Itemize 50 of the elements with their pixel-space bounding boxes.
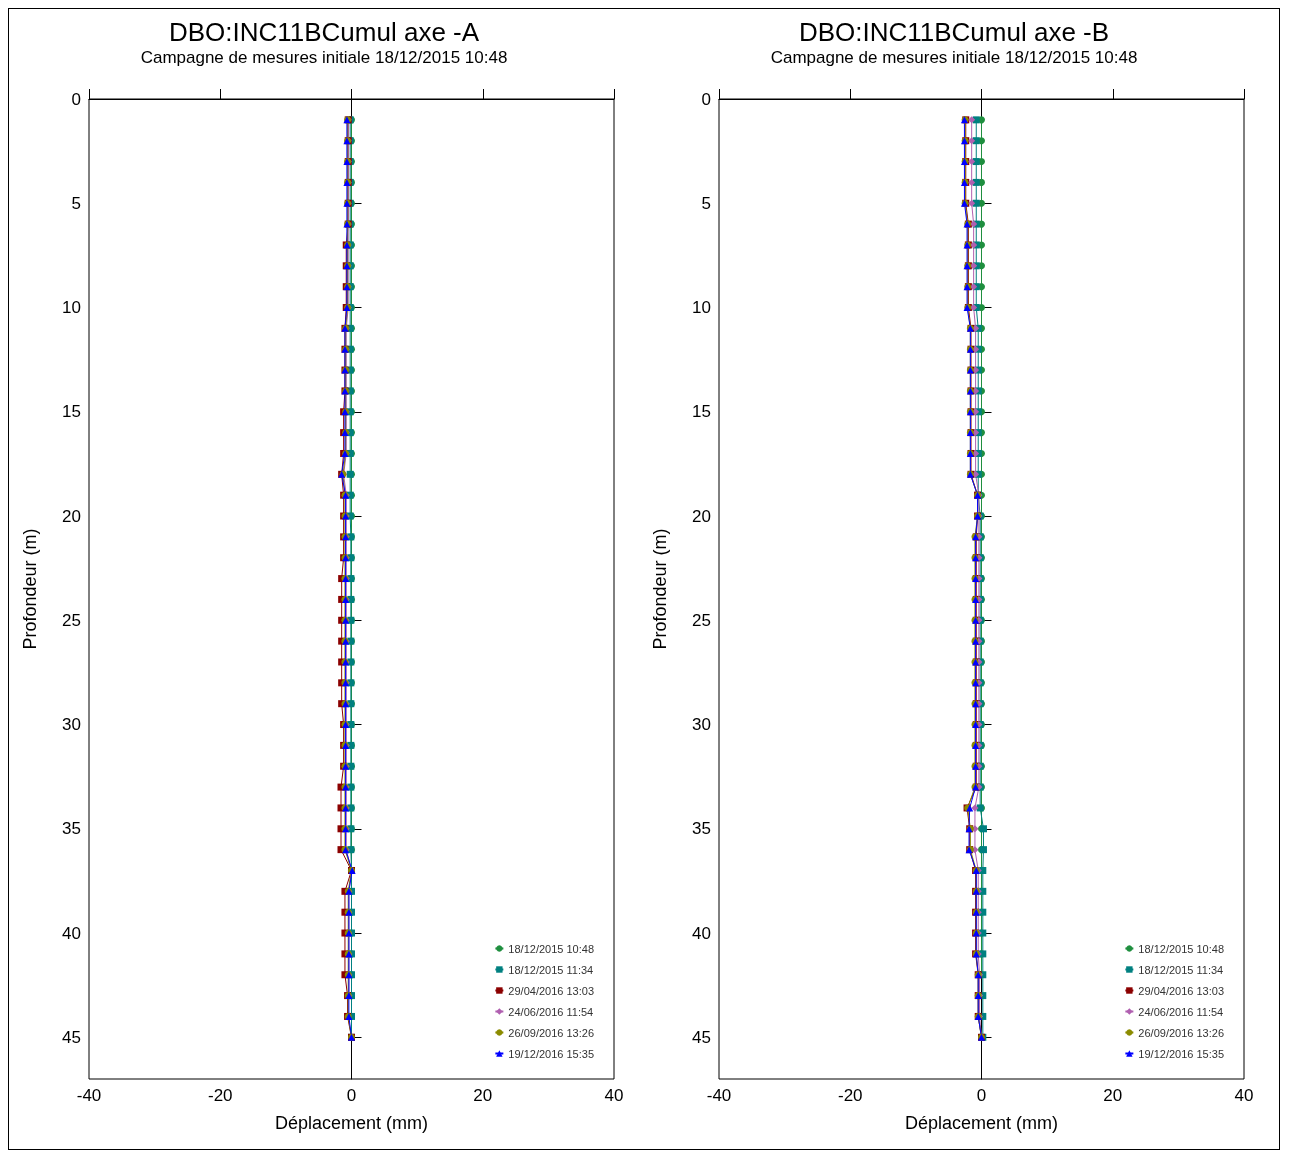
y-tick-label: 15 (692, 402, 711, 422)
x-axis-title: Déplacement (mm) (904, 1113, 1059, 1133)
x-tick-label: 40 (1234, 1086, 1254, 1105)
x-tick-label: 0 (346, 1086, 357, 1105)
y-tick-label: 10 (62, 298, 81, 318)
y-tick-label: 35 (692, 819, 711, 839)
legend-label: 19/12/2016 15:35 (508, 1047, 594, 1060)
legend-label: 18/12/2015 11:34 (1138, 963, 1224, 976)
y-tick-label: 30 (62, 715, 81, 735)
chart-title: DBO:INC11BCumul axe -B (798, 17, 1110, 47)
y-tick-label: 10 (692, 298, 711, 318)
y-tick-label: 45 (62, 1027, 81, 1047)
y-tick-label: 20 (62, 506, 81, 526)
legend-label: 24/06/2016 11:54 (508, 1005, 594, 1018)
y-tick-label: 25 (62, 610, 81, 630)
x-axis-title: Déplacement (mm) (274, 1113, 429, 1133)
y-tick-label: 45 (692, 1027, 711, 1047)
y-axis-title: Profondeur (m) (650, 528, 670, 650)
y-axis-title: Profondeur (m) (20, 528, 40, 650)
y-tick-label: 30 (692, 715, 711, 735)
chart-subtitle: Campagne de mesures initiale 18/12/2015 10:48 (140, 48, 508, 67)
y-tick-label: 20 (692, 506, 711, 526)
y-tick-label: 15 (62, 402, 81, 422)
legend-label: 18/12/2015 10:48 (1138, 942, 1224, 955)
y-tick-label: 5 (71, 193, 81, 213)
y-tick-label: 5 (701, 193, 711, 213)
legend-label: 24/06/2016 11:54 (1138, 1005, 1224, 1018)
y-tick-label: 35 (62, 819, 81, 839)
legend-label: 18/12/2015 11:34 (508, 963, 594, 976)
x-tick-label: 40 (604, 1086, 624, 1105)
x-tick-label: 0 (976, 1086, 987, 1105)
y-tick-label: 40 (692, 923, 711, 943)
x-tick-label: 20 (1103, 1086, 1123, 1105)
legend-label: 26/09/2016 13:26 (1138, 1026, 1224, 1039)
x-tick-label: -20 (837, 1086, 863, 1105)
y-tick-label: 25 (692, 610, 711, 630)
chart-subtitle: Campagne de mesures initiale 18/12/2015 10:48 (770, 48, 1138, 67)
y-tick-label: 40 (62, 923, 81, 943)
y-tick-label: 0 (701, 89, 711, 109)
legend-label: 26/09/2016 13:26 (508, 1026, 594, 1039)
legend-label: 19/12/2016 15:35 (1138, 1047, 1224, 1060)
legend-label: 18/12/2015 10:48 (508, 942, 594, 955)
chart-title: DBO:INC11BCumul axe -A (168, 17, 480, 47)
legend-label: 29/04/2016 13:03 (508, 984, 594, 997)
x-tick-label: -40 (76, 1086, 102, 1105)
x-tick-label: -20 (207, 1086, 233, 1105)
x-tick-label: -40 (706, 1086, 732, 1105)
x-tick-label: 20 (473, 1086, 493, 1105)
legend-label: 29/04/2016 13:03 (1138, 984, 1224, 997)
y-tick-label: 0 (71, 89, 81, 109)
